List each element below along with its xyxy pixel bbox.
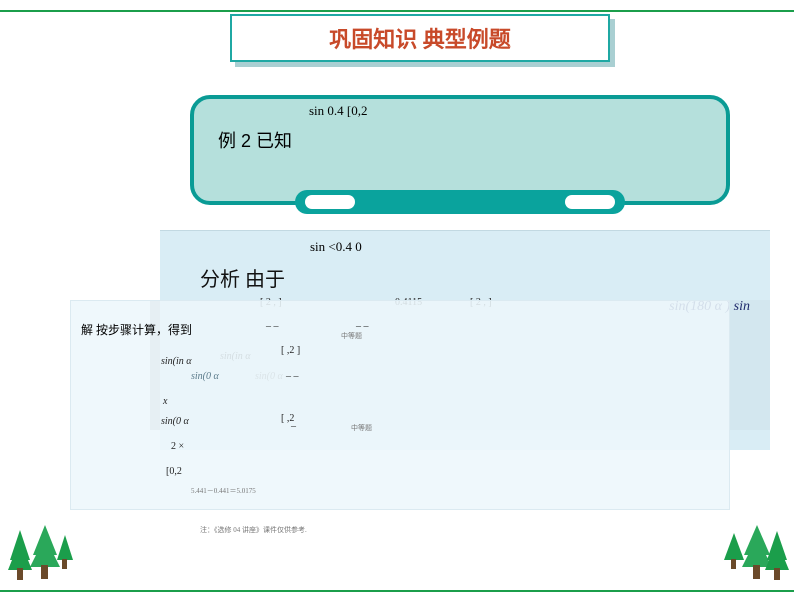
example-formula: sin 0.4 [0,2 bbox=[309, 103, 368, 119]
tiny-1: 中等题 bbox=[341, 331, 362, 341]
analysis-formula-1: sin <0.4 0 bbox=[310, 239, 362, 255]
solution-title: 解 按步骤计算，得到 bbox=[81, 321, 192, 338]
sol-row-2: sin(0 α bbox=[191, 371, 219, 382]
bottom-border-line bbox=[0, 590, 794, 592]
sol-dash-3: – bbox=[291, 421, 296, 432]
sol-row-4: sin(0 α bbox=[161, 416, 189, 427]
sol-row-6: [0,2 bbox=[166, 466, 182, 477]
sol-bracket-c: [ ,2 ] bbox=[281, 345, 300, 356]
sol-row-3: x bbox=[163, 396, 167, 407]
tiny-2: 中等题 bbox=[351, 423, 372, 433]
pill-right bbox=[565, 195, 615, 209]
solution-box: 解 按步骤计算，得到 – – – – [ ,2 ] sin(in α sin(0… bbox=[70, 300, 730, 510]
pill-left bbox=[305, 195, 355, 209]
example-box: 例 2 已知 sin 0.4 [0,2 bbox=[190, 95, 730, 205]
trees-right-decoration bbox=[719, 525, 789, 590]
trees-left-decoration bbox=[5, 525, 75, 590]
title-box: 巩固知识 典型例题 bbox=[230, 14, 610, 62]
title-container: 巩固知识 典型例题 bbox=[230, 14, 610, 62]
analysis-label: 分析 由于 bbox=[200, 263, 285, 292]
sol-row-5: 2 × bbox=[171, 441, 184, 452]
footer-note: 注：《选修 04 讲座》课件仅供参考. bbox=[200, 525, 307, 535]
tiny-3: 5.441－0.441＝5.0175 bbox=[191, 486, 256, 496]
example-label: 例 2 已知 bbox=[218, 127, 292, 153]
sol-bracket-a: – – bbox=[266, 321, 279, 332]
title-text: 巩固知识 典型例题 bbox=[329, 22, 511, 54]
top-border-line bbox=[0, 10, 794, 12]
sol-dash-2: – – bbox=[286, 371, 299, 382]
slider-bar bbox=[295, 190, 625, 214]
sol-row-1: sin(in α bbox=[161, 356, 192, 367]
